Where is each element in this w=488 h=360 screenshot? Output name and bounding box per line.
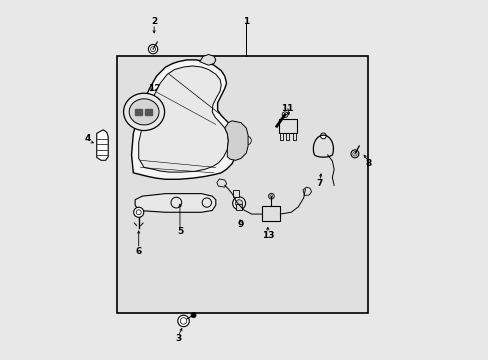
Text: 13: 13 [261,231,273,240]
Circle shape [178,315,189,327]
Circle shape [232,197,245,210]
Circle shape [148,44,158,54]
Text: 3: 3 [175,334,181,343]
Text: 11: 11 [281,104,293,113]
Polygon shape [199,54,215,65]
Circle shape [136,210,141,215]
Circle shape [242,136,251,145]
Text: 10: 10 [226,129,239,138]
Bar [236,204,242,211]
Polygon shape [97,130,108,160]
Circle shape [282,112,287,118]
Polygon shape [139,66,228,172]
Circle shape [350,150,358,158]
Text: 9: 9 [237,220,243,229]
Circle shape [269,195,272,198]
Polygon shape [303,187,311,195]
Bar [145,109,151,116]
Text: 1: 1 [243,17,249,26]
Ellipse shape [129,99,159,125]
Circle shape [268,193,274,199]
Bar [135,109,142,116]
Ellipse shape [123,93,164,131]
Circle shape [352,152,356,156]
Text: 4: 4 [84,134,90,143]
Bar [232,190,239,197]
Text: 2: 2 [151,17,157,26]
Circle shape [180,318,186,324]
Text: 7: 7 [316,179,323,188]
Polygon shape [217,179,226,187]
Bar [278,119,297,134]
Polygon shape [231,135,244,146]
Polygon shape [135,194,215,212]
Bar [262,206,280,221]
Text: 12: 12 [147,84,160,93]
Circle shape [235,200,242,207]
Polygon shape [131,60,237,179]
Bar [292,133,295,140]
Bar [286,133,289,140]
Text: 8: 8 [365,159,370,168]
Text: 6: 6 [135,247,142,256]
Bar [117,56,367,313]
Circle shape [150,46,155,51]
Circle shape [320,133,325,139]
Circle shape [191,313,196,318]
Text: 5: 5 [177,228,183,237]
Circle shape [133,207,143,217]
Bar [279,133,282,140]
Polygon shape [224,121,247,160]
